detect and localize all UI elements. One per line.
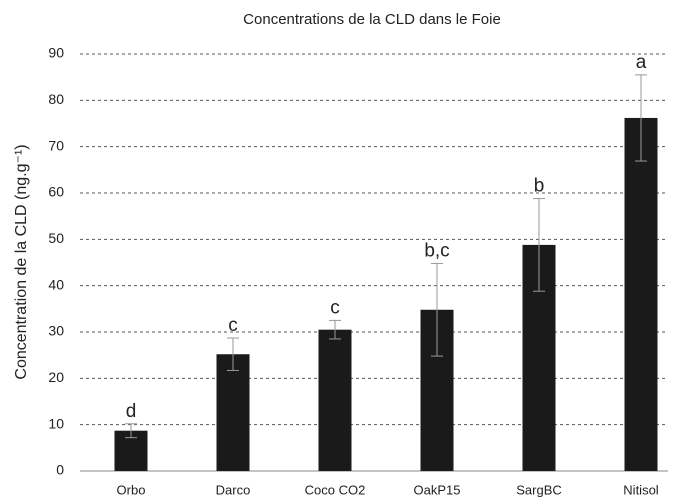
bar xyxy=(318,329,352,471)
y-tick-label: 30 xyxy=(48,323,64,339)
annotation: d xyxy=(126,401,137,422)
annotation: a xyxy=(636,52,647,73)
y-tick-label: 80 xyxy=(48,91,64,107)
annotation: c xyxy=(330,297,340,318)
annotation: b xyxy=(534,176,545,197)
chart-title: Concentrations de la CLD dans le Foie xyxy=(243,11,501,28)
y-axis-label: Concentration de la CLD (ng.g⁻¹) xyxy=(13,144,30,379)
y-tick-label: 60 xyxy=(48,184,64,200)
x-tick-label: OakP15 xyxy=(414,482,461,497)
x-tick-label: SargBC xyxy=(516,482,562,497)
y-tick-label: 40 xyxy=(48,276,64,292)
bar xyxy=(624,117,658,471)
annotation: c xyxy=(228,315,238,336)
y-tick-label: 90 xyxy=(48,45,64,61)
y-tick-label: 50 xyxy=(48,230,64,246)
y-tick-label: 10 xyxy=(48,415,64,431)
x-tick-label: Nitisol xyxy=(623,482,659,497)
x-tick-label: Coco CO2 xyxy=(305,482,366,497)
y-tick-label: 70 xyxy=(48,137,64,153)
y-tick-label: 0 xyxy=(56,462,64,478)
x-tick-label: Darco xyxy=(216,482,251,497)
bar xyxy=(216,354,250,471)
x-tick-label: Orbo xyxy=(117,482,146,497)
y-tick-label: 20 xyxy=(48,369,64,385)
annotation: b,c xyxy=(424,240,449,261)
